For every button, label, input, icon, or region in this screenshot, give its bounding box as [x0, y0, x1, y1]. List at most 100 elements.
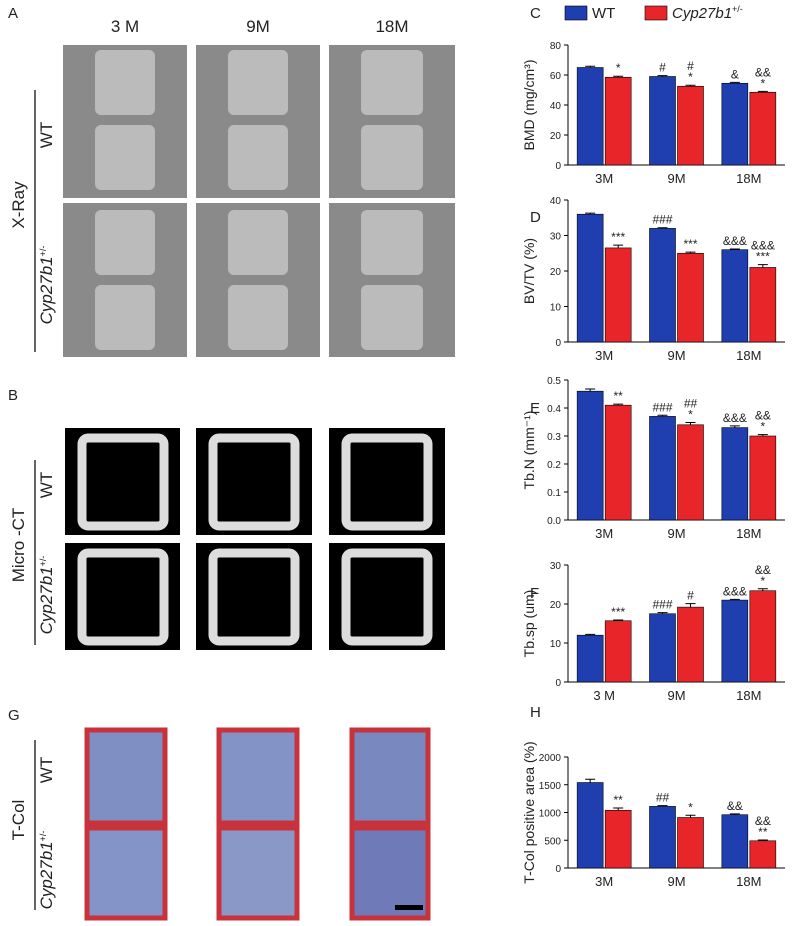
significance-mark: ### [652, 400, 672, 414]
significance-mark: ** [758, 825, 768, 839]
significance-mark: && [755, 563, 771, 577]
error-bar [729, 813, 740, 815]
y-tick-label: 1500 [539, 781, 562, 792]
legend-label: Cyp27b1+/- [672, 4, 743, 22]
significance-mark: * [688, 70, 693, 84]
significance-mark: ### [652, 213, 672, 227]
significance-mark: &&& [751, 239, 775, 253]
significance-mark: ** [613, 793, 623, 807]
panel-letter: E [530, 400, 540, 417]
bar [604, 620, 632, 683]
vertebra-shapes [95, 50, 423, 350]
x-tick-label: 18M [736, 526, 761, 541]
bar [604, 809, 632, 869]
significance-mark: * [760, 420, 765, 434]
y-tick-label: 0.4 [547, 404, 561, 415]
bar [677, 424, 704, 521]
error-bar [585, 388, 596, 392]
column-label: 18M [375, 17, 408, 36]
panel-letter: C [530, 5, 541, 22]
tcol-images [84, 727, 431, 921]
y-tick-label: 10 [550, 303, 562, 314]
column-label: 3 M [111, 17, 139, 36]
bar [604, 404, 632, 521]
significance-mark: ## [656, 791, 670, 805]
x-tick-label: 3M [595, 874, 613, 889]
row-label: WT [37, 757, 56, 783]
y-axis-label: Tb.N (mm⁻¹) [521, 411, 537, 490]
microct-images [65, 428, 445, 650]
row-label: WT [37, 122, 56, 148]
bar [721, 427, 749, 521]
legend-swatch [644, 5, 668, 21]
x-tick-label: 9M [667, 171, 685, 186]
error-bar [757, 434, 768, 436]
bar [677, 606, 704, 683]
row-label: Cyp27b1+/- [37, 246, 56, 325]
x-tick-label: 9M [667, 688, 685, 703]
error-bar [757, 839, 768, 841]
significance-mark: *** [611, 230, 625, 244]
error-bar [585, 778, 596, 783]
significance-mark: && [755, 814, 771, 828]
bar [576, 390, 604, 521]
panel-letter: H [530, 704, 541, 721]
panel-letter: D [530, 209, 541, 226]
x-tick-label: 3M [595, 526, 613, 541]
bar [649, 416, 676, 521]
bar [677, 817, 704, 869]
error-bar [757, 588, 768, 591]
significance-mark: && [755, 409, 771, 423]
row-label: WT [37, 472, 56, 498]
y-axis-label: Tb.sp (um) [521, 590, 537, 658]
y-tick-label: 1000 [539, 809, 562, 820]
error-bar [613, 75, 624, 78]
y-tick-label: 30 [550, 561, 562, 572]
error-bar [613, 403, 624, 406]
error-bar [757, 90, 768, 93]
x-tick-label: 3M [595, 171, 613, 186]
significance-mark: # [659, 61, 666, 75]
y-tick-label: 10 [550, 639, 562, 650]
error-bar [613, 244, 624, 248]
bar [721, 82, 749, 166]
panel-letter: F [530, 585, 539, 602]
error-bar [657, 75, 668, 77]
bar [576, 67, 604, 166]
error-bar [585, 65, 596, 68]
y-tick-label: 40 [550, 196, 562, 207]
y-tick-label: 0.1 [547, 488, 561, 499]
row-label: Cyp27b1+/- [37, 831, 56, 910]
bar [749, 91, 777, 166]
significance-mark: * [760, 574, 765, 588]
y-tick-label: 20 [550, 131, 562, 142]
bar [749, 267, 777, 343]
y-tick-label: 0 [555, 338, 561, 349]
legend-swatch [564, 5, 588, 21]
y-tick-label: 0.2 [547, 460, 561, 471]
bar [721, 814, 749, 869]
significance-mark: # [687, 59, 694, 73]
bar [677, 252, 704, 343]
significance-mark: ## [684, 397, 698, 411]
error-bar [613, 619, 624, 621]
y-tick-label: 0.3 [547, 432, 561, 443]
bar [649, 613, 676, 683]
legend-label: WT [592, 5, 615, 22]
method-label: X-Ray [9, 181, 28, 229]
bar [649, 806, 676, 869]
x-tick-label: 3M [595, 348, 613, 363]
error-bar [729, 598, 740, 601]
error-bar [657, 414, 668, 417]
error-bar [613, 807, 624, 811]
bar [749, 840, 777, 869]
y-axis-label: BMD (mg/cm³) [521, 60, 537, 151]
x-tick-label: 18M [736, 348, 761, 363]
y-tick-label: 0.5 [547, 376, 561, 387]
significance-mark: &&& [723, 411, 747, 425]
error-bar [729, 425, 740, 428]
x-tick-label: 18M [736, 688, 761, 703]
bar [649, 76, 676, 166]
y-axis-label: BV/TV (%) [521, 238, 537, 304]
y-tick-label: 0 [555, 678, 561, 689]
